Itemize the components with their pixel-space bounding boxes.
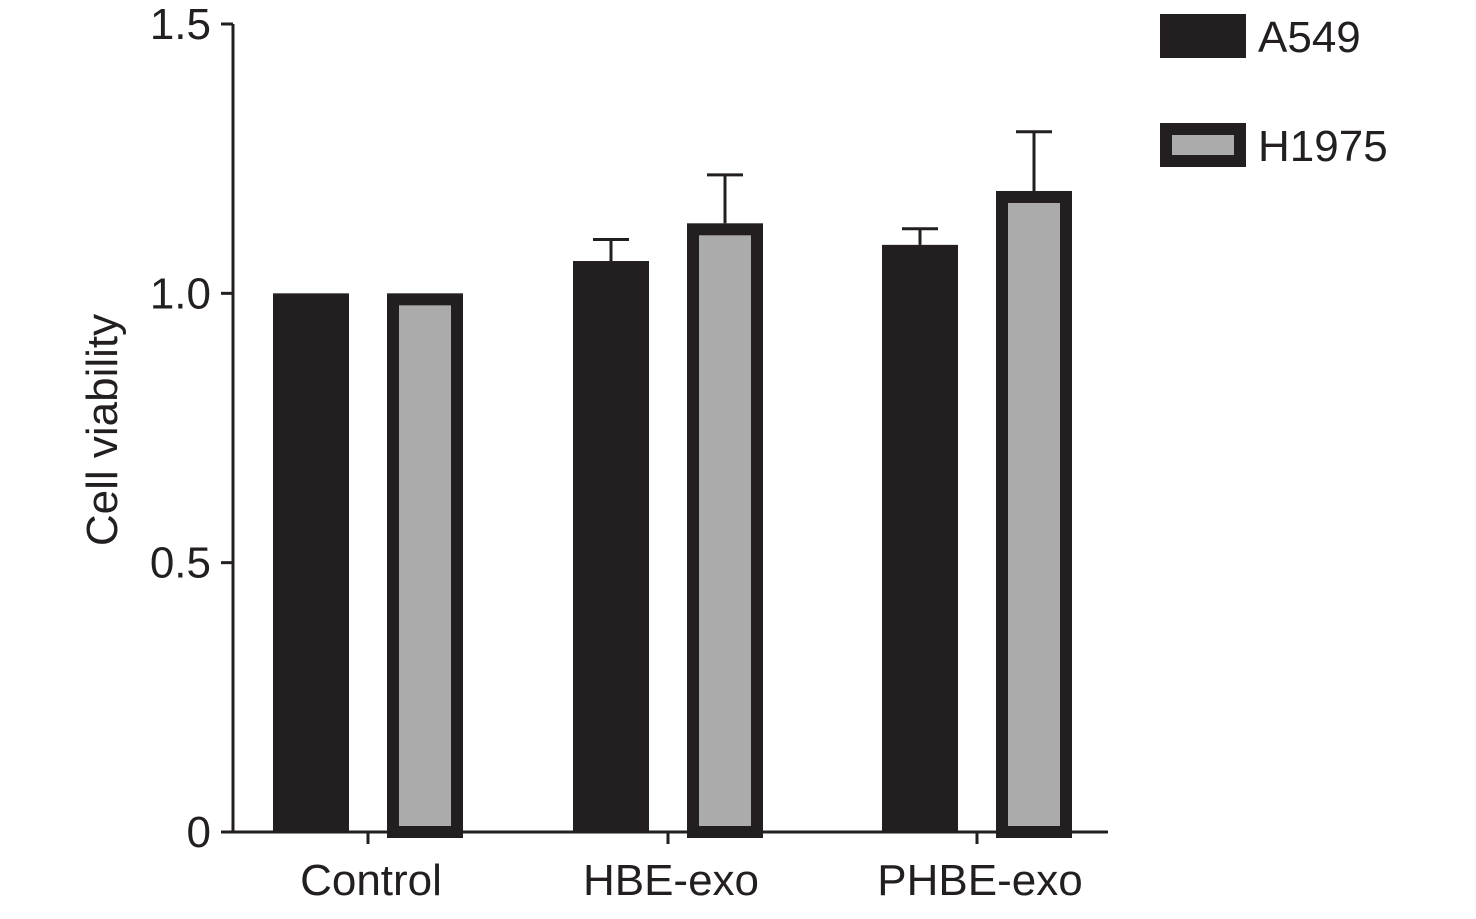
bar-a549 bbox=[573, 261, 649, 833]
labels: 0 0.5 1.0 1.5 Control HBE-exo PHBE-exo Cell via… bbox=[78, 0, 1083, 905]
bar-h1975 bbox=[687, 223, 763, 839]
legend: A549 H1975 bbox=[1160, 13, 1388, 171]
legend-swatch-a549 bbox=[1160, 14, 1246, 58]
x-tick-label: PHBE-exo bbox=[877, 856, 1082, 905]
y-tick-label: 1.5 bbox=[150, 0, 211, 49]
y-tick-label: 1.0 bbox=[150, 269, 211, 318]
bar-h1975 bbox=[387, 293, 463, 839]
legend-label: A549 bbox=[1258, 13, 1361, 62]
error-bars bbox=[593, 130, 1052, 262]
y-tick-label: 0 bbox=[187, 808, 211, 857]
legend-label: H1975 bbox=[1258, 122, 1388, 171]
bars bbox=[273, 190, 1072, 839]
y-axis-title: Cell viability bbox=[78, 314, 127, 546]
x-tick-label: HBE-exo bbox=[583, 856, 759, 905]
x-tick-label: Control bbox=[300, 856, 442, 905]
bar-h1975 bbox=[996, 190, 1072, 838]
bar-a549 bbox=[273, 293, 349, 832]
bar-a549 bbox=[882, 244, 958, 832]
y-tick-label: 0.5 bbox=[150, 539, 211, 588]
axes bbox=[221, 22, 1108, 844]
legend-swatch-h1975 bbox=[1160, 123, 1246, 167]
